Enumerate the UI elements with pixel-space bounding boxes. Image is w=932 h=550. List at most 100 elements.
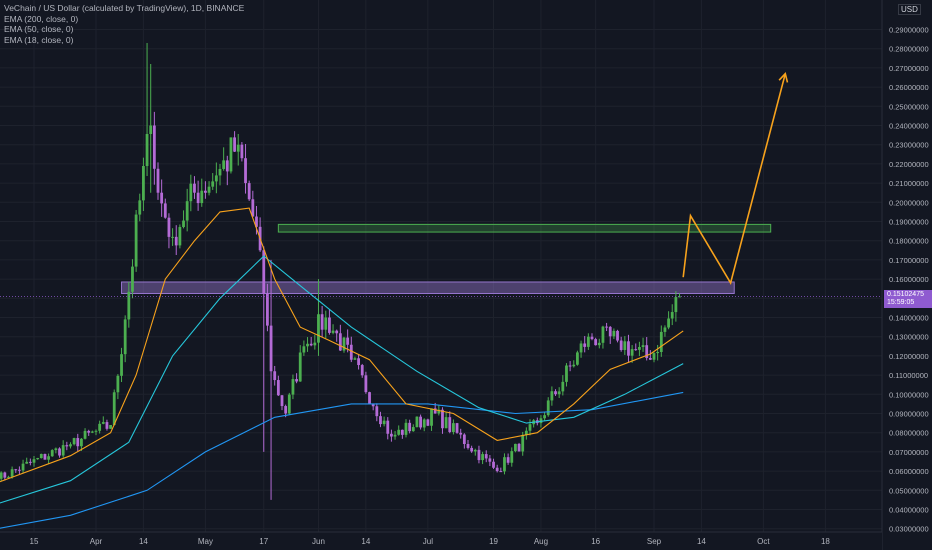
candle-body [375, 406, 379, 417]
candle-body [674, 297, 678, 313]
candle [375, 403, 379, 422]
candle [419, 414, 422, 430]
candle-body [171, 236, 174, 238]
ema-50-label[interactable]: EMA (50, close, 0) [4, 24, 74, 34]
candle-body [572, 364, 576, 367]
candle [477, 445, 481, 464]
candle [262, 246, 266, 452]
candle [462, 433, 466, 449]
candle-body [163, 203, 167, 218]
candle-body [167, 217, 171, 237]
symbol-title[interactable]: VeChain / US Dollar (calculated by Tradi… [4, 3, 245, 13]
candle [280, 394, 284, 411]
price-tick-label: 0.10000000 [889, 390, 929, 399]
candle-body [10, 469, 14, 477]
candle [269, 259, 273, 500]
candle [379, 411, 382, 428]
candle [667, 311, 670, 330]
candle [200, 178, 204, 207]
time-axis [0, 532, 882, 550]
candle [492, 458, 495, 469]
candle-body [473, 449, 477, 452]
candle [357, 354, 360, 370]
candle [590, 333, 594, 341]
price-tick-label: 0.28000000 [889, 45, 929, 54]
candle-body [426, 419, 430, 426]
candle-body [222, 160, 226, 169]
candle [503, 453, 506, 475]
candle-body [94, 430, 98, 432]
candle [338, 324, 342, 351]
candle-body [393, 434, 397, 437]
currency-label[interactable]: USD [898, 4, 921, 15]
time-tick-label: 14 [361, 537, 370, 546]
candle-body [160, 192, 164, 204]
price-tick-label: 0.03000000 [889, 525, 929, 534]
candle-body [462, 434, 466, 445]
candle-body [419, 416, 422, 428]
candle-body [565, 365, 568, 382]
candle [101, 416, 105, 425]
candle [371, 403, 375, 411]
resistance-zone [277, 223, 772, 233]
ema-18-label[interactable]: EMA (18, close, 0) [4, 34, 74, 45]
candle [131, 259, 134, 299]
candle-body [554, 391, 557, 395]
candle-body [353, 358, 357, 360]
candle-body [561, 381, 565, 392]
candle-body [138, 200, 142, 215]
candle-body [510, 451, 514, 463]
candle [185, 188, 189, 232]
candle [25, 457, 29, 464]
price-tick-label: 0.19000000 [889, 218, 929, 227]
candle-body [65, 445, 69, 447]
candle [3, 471, 7, 481]
candle-body [346, 337, 350, 345]
candle [630, 345, 634, 363]
candle [204, 181, 207, 199]
candle-body [331, 330, 335, 333]
price-tick-label: 0.06000000 [889, 467, 929, 476]
candle-body [524, 430, 528, 435]
candle-body [667, 318, 670, 328]
candle [638, 341, 641, 357]
candle-body [240, 144, 244, 159]
candle [353, 356, 357, 360]
candle [214, 162, 218, 194]
candle-body [291, 379, 295, 395]
candle [510, 447, 514, 467]
candle-body [601, 326, 605, 343]
candle [69, 442, 72, 449]
candle [123, 315, 127, 363]
candle-body [477, 449, 481, 461]
candle [481, 451, 484, 465]
candle-body [156, 168, 160, 193]
candle [317, 279, 320, 356]
candle [189, 174, 193, 212]
ema-50-line [0, 255, 684, 504]
candle [670, 304, 674, 326]
candle [422, 418, 426, 432]
candle [430, 408, 433, 431]
candle-body [586, 336, 590, 347]
ema-200-label[interactable]: EMA (200, close, 0) [4, 13, 79, 24]
candle-body [550, 391, 554, 401]
candle [65, 441, 69, 451]
candle [543, 412, 546, 421]
candle [320, 305, 324, 338]
candle-body [273, 371, 277, 381]
candle-body [280, 395, 284, 407]
candle [28, 458, 32, 466]
candle-body [656, 351, 660, 354]
candle-body [262, 250, 266, 294]
price-tick-label: 0.18000000 [889, 237, 929, 246]
candle [61, 440, 65, 458]
candle-body [441, 409, 444, 429]
candle-body [645, 345, 649, 359]
candle-body [251, 199, 255, 217]
candle-body [459, 432, 463, 435]
candle-body [506, 457, 510, 463]
ema-18-line [0, 207, 684, 483]
candle [36, 457, 40, 460]
